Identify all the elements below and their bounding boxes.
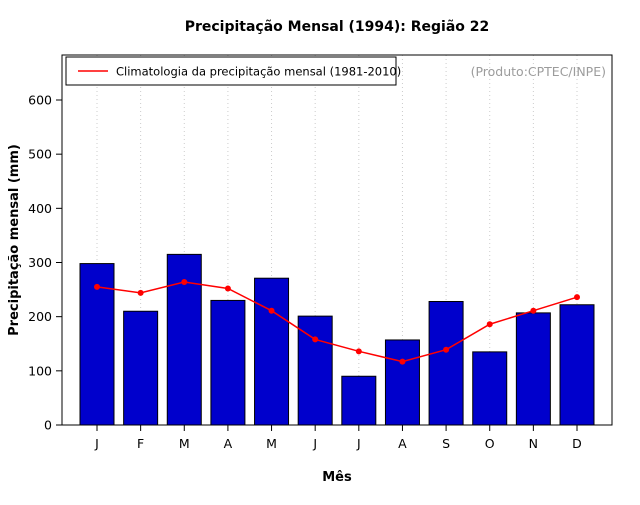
climatology-point-5 [268,307,275,314]
y-tick-label: 200 [28,309,52,324]
bar-F-2 [123,310,159,426]
x-tick-label: J [312,436,317,451]
bar-J-6 [297,315,333,426]
x-tick-label: A [398,436,407,451]
y-tick-label: 300 [28,255,52,270]
climatology-point-8 [399,358,406,365]
legend-box [65,56,397,86]
bar-O-10 [472,351,508,426]
x-tick-label: J [94,436,99,451]
climatology-polyline [96,281,578,363]
legend-label: Climatologia da precipitação mensal (198… [116,65,401,79]
climatology-point-4 [224,285,231,292]
climatology-point-3 [181,279,188,285]
bars [79,253,595,426]
y-tick-label: 500 [28,147,52,162]
climatology-point-6 [312,336,319,343]
climatology-point-1 [94,283,100,290]
bar-N-11 [515,312,551,426]
bar-A-4 [210,299,246,426]
x-tick-label: N [529,436,538,451]
watermark: (Produto:CPTEC/INPE) [471,64,606,79]
bar-J-1 [79,263,115,426]
bar-S-9 [428,301,464,426]
y-tick-label: 400 [28,201,52,216]
x-tick-label: S [442,436,450,451]
y-axis: 0 100 200 300 400 500 600 [28,93,62,433]
x-tick-label: O [485,436,495,451]
bar-A-8 [384,339,420,426]
x-tick-label: F [137,436,144,451]
y-tick-label: 0 [44,418,52,433]
climatology-point-11 [530,307,537,314]
climatology-point-2 [137,289,144,296]
bar-M-5 [254,277,290,426]
x-tick-label: A [224,436,233,451]
x-axis-label: Mês [322,470,352,485]
x-tick-label: M [179,436,190,451]
climatology-line [94,279,580,365]
plot-border [61,54,613,426]
x-tick-label: M [266,436,277,451]
chart-title: Precipitação Mensal (1994): Região 22 [185,19,490,35]
x-tick-label: J [356,436,361,451]
y-axis-label: Precipitação mensal (mm) [7,144,22,336]
legend: Climatologia da precipitação mensal (198… [65,56,401,86]
y-tick-label: 600 [28,93,52,108]
climatology-point-7 [355,348,362,355]
bar-D-12 [559,304,595,426]
x-tick-label: D [572,436,582,451]
climatology-point-9 [443,346,450,353]
climatology-point-12 [574,294,580,301]
bar-J-7 [341,375,377,426]
y-tick-label: 100 [28,363,52,378]
climatology-point-10 [486,321,493,328]
